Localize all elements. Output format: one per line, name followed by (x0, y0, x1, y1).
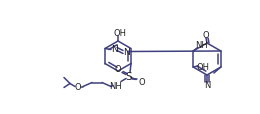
Text: N: N (123, 48, 129, 57)
Text: O: O (115, 64, 121, 73)
Text: S: S (126, 72, 132, 82)
Text: OH: OH (197, 62, 210, 71)
Text: O: O (139, 77, 145, 86)
Text: NH: NH (195, 41, 207, 50)
Text: N: N (204, 81, 210, 90)
Text: N: N (111, 45, 117, 54)
Text: O: O (75, 82, 81, 91)
Text: NH: NH (110, 81, 122, 90)
Text: O: O (203, 30, 209, 39)
Text: OH: OH (114, 29, 127, 38)
